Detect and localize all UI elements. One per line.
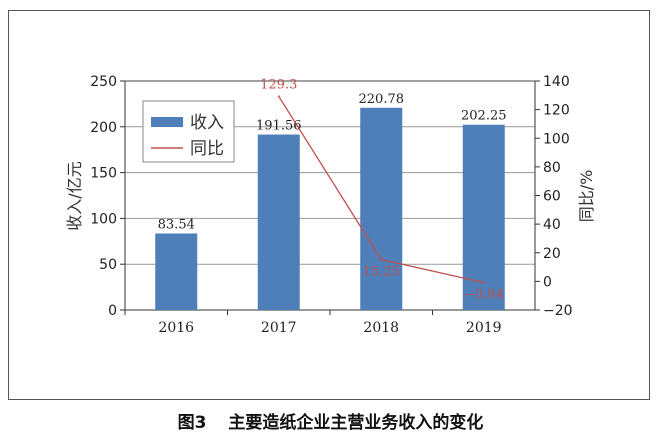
- figure-caption: 图3 主要造纸企业主营业务收入的变化: [0, 408, 661, 433]
- line-label: −0.84: [464, 288, 504, 303]
- x-tick-label: 2016: [158, 320, 194, 336]
- chart-frame: [8, 10, 650, 400]
- legend: [142, 100, 235, 163]
- y-tick-label: 50: [99, 257, 117, 273]
- y2-tick-label: 120: [543, 103, 570, 119]
- line-point: [482, 281, 485, 284]
- line-label: 15.25: [363, 265, 400, 280]
- bar-label: 191.56: [256, 119, 302, 134]
- y2-tick-label: 80: [543, 160, 561, 176]
- legend-bar-swatch: [151, 117, 183, 127]
- y2-tick-label: 40: [543, 217, 561, 233]
- y2-tick-label: 0: [543, 274, 552, 290]
- y-tick-label: 150: [90, 166, 117, 182]
- line-point: [277, 95, 280, 98]
- y2-axis-title: 同比/%: [577, 170, 596, 223]
- caption-number: 图3: [177, 413, 207, 433]
- x-tick-label: 2018: [363, 320, 399, 336]
- bar-2016: [155, 233, 198, 310]
- legend-label-revenue: 收入: [190, 113, 224, 133]
- y2-tick-label: −20: [543, 303, 573, 319]
- bar-2017: [257, 134, 300, 310]
- x-tick-label: 2017: [261, 320, 297, 336]
- caption-title: 主要造纸企业主营业务收入的变化: [228, 413, 484, 433]
- bar-label: 220.78: [359, 92, 405, 107]
- y-tick-label: 200: [90, 120, 117, 136]
- y2-tick-label: 20: [543, 246, 561, 262]
- y-tick-label: 100: [90, 211, 117, 227]
- chart: 0 50 100 150 200 250 −20 0 20 40 60 80 100 120 140 2016…: [65, 74, 596, 336]
- legend-label-yoy: 同比: [190, 139, 224, 159]
- line-label: 129.3: [260, 77, 297, 92]
- bar-2018: [360, 107, 403, 310]
- y2-tick-label: 140: [543, 74, 570, 90]
- y-tick-label: 0: [108, 303, 117, 319]
- y2-tick-label: 100: [543, 131, 570, 147]
- line-point: [380, 258, 383, 261]
- bar-label: 202.25: [461, 109, 507, 124]
- y-tick-label: 250: [90, 74, 117, 90]
- x-tick-label: 2019: [466, 320, 502, 336]
- y-axis-title: 收入/亿元: [65, 161, 84, 230]
- bar-label: 83.54: [158, 217, 195, 232]
- y2-tick-label: 60: [543, 189, 561, 205]
